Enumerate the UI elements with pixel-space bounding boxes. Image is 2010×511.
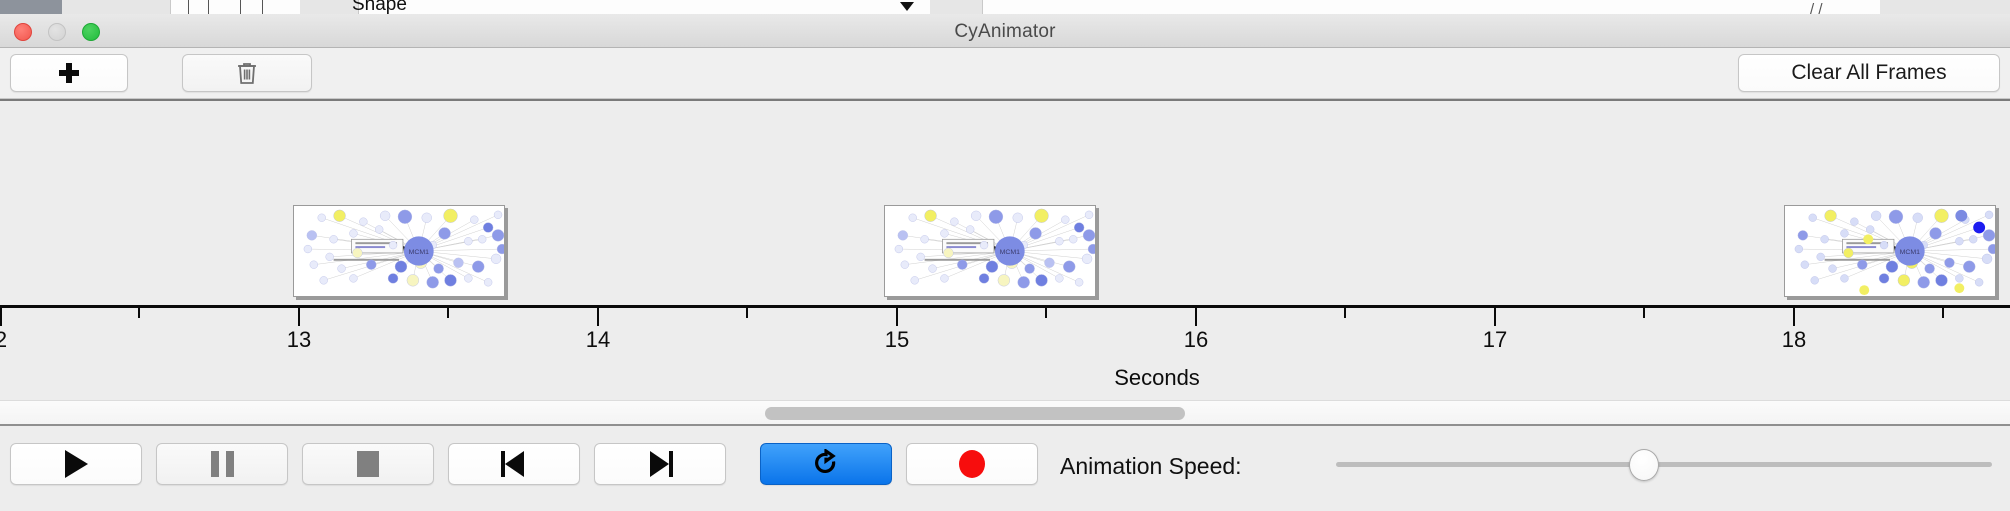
svg-text:MCM1: MCM1 (409, 249, 430, 256)
pause-icon (210, 451, 234, 477)
ruler-tick-label: 2 (0, 327, 7, 353)
bg-window-label: Shape (352, 0, 407, 15)
ruler-tick-label: 13 (286, 327, 312, 352)
ruler-tick-major (597, 308, 599, 326)
scrollbar-thumb[interactable] (765, 407, 1185, 420)
ruler-tick-label: 18 (1781, 327, 1807, 352)
title-bar[interactable]: CyAnimator (0, 14, 2010, 48)
background-window-strip: Shape / / (0, 0, 2010, 15)
first-frame-button[interactable] (448, 443, 580, 485)
stop-button[interactable] (302, 443, 434, 485)
window-title: CyAnimator (954, 21, 1056, 42)
bg-caret-icon (900, 2, 914, 11)
ruler-tick-major (1195, 308, 1197, 326)
svg-text:MCM1: MCM1 (1900, 249, 1921, 256)
svg-text:MCM1: MCM1 (1000, 249, 1021, 256)
stop-icon (357, 451, 379, 477)
ruler-tick-major (896, 308, 898, 326)
bg-tick (262, 0, 263, 14)
ruler-tick-minor (1942, 308, 1944, 318)
ruler-tick-major (0, 308, 2, 326)
ruler-tick-minor (138, 308, 140, 318)
ruler-tick-label: 17 (1482, 327, 1508, 352)
cyanimator-window: CyAnimator Clear All Frames MCM1 MCM1 MCM1… (0, 14, 2010, 511)
animation-speed-slider[interactable] (1336, 443, 1992, 485)
bg-tick (208, 0, 209, 14)
ruler-tick-minor (746, 308, 748, 318)
skip-forward-icon (647, 451, 673, 477)
horizontal-scrollbar[interactable] (0, 400, 2010, 426)
bg-tick (188, 0, 189, 14)
last-frame-button[interactable] (594, 443, 726, 485)
bg-block (0, 0, 62, 14)
ruler-tick-major (1793, 308, 1795, 326)
minimize-button[interactable] (48, 23, 66, 41)
ruler-tick-label: 15 (884, 327, 910, 352)
ruler-tick-minor (1045, 308, 1047, 318)
timeline-frame-thumbnail[interactable]: MCM1 (293, 205, 505, 297)
timeline-frame-thumbnail[interactable]: MCM1 (884, 205, 1096, 297)
ruler-tick-label: 16 (1183, 327, 1209, 352)
clear-all-frames-button[interactable]: Clear All Frames (1738, 54, 2000, 92)
skip-back-icon (501, 451, 527, 477)
bg-panel (1880, 0, 2010, 14)
ruler-tick-minor (1344, 308, 1346, 318)
play-button[interactable] (10, 443, 142, 485)
bg-panel (930, 0, 983, 14)
maximize-button[interactable] (82, 23, 100, 41)
ruler-tick-major (1494, 308, 1496, 326)
record-button[interactable] (906, 443, 1038, 485)
delete-frame-button[interactable] (182, 54, 312, 92)
add-frame-button[interactable] (10, 54, 128, 92)
animation-speed-label: Animation Speed: (1060, 453, 1242, 479)
clear-all-frames-label: Clear All Frames (1791, 61, 1947, 84)
timeline-ruler[interactable]: 2 13 14 15 16 17 18 (0, 305, 2010, 365)
ruler-tick-minor (447, 308, 449, 318)
trash-icon (238, 63, 256, 84)
close-button[interactable] (14, 23, 32, 41)
toolbar: Clear All Frames (0, 48, 2010, 99)
slider-track (1336, 462, 1992, 467)
play-icon (64, 450, 88, 478)
record-icon (959, 450, 985, 478)
slider-thumb[interactable] (1629, 449, 1660, 481)
bg-panel (62, 0, 171, 14)
plus-icon (59, 63, 79, 83)
loop-button[interactable] (760, 443, 892, 485)
ruler-tick-major (298, 308, 300, 326)
timeline-frame-thumbnail[interactable]: MCM1 (1784, 205, 1996, 297)
frames-area[interactable]: MCM1 MCM1 MCM1 (0, 101, 2010, 305)
bg-panel (300, 0, 359, 14)
pause-button[interactable] (156, 443, 288, 485)
ruler-baseline (0, 305, 2010, 308)
timeline-panel[interactable]: MCM1 MCM1 MCM1 2 13 14 15 16 17 18 Seconds (0, 99, 2010, 426)
ruler-tick-minor (1643, 308, 1645, 318)
axis-label: Seconds (1114, 365, 1200, 390)
playback-bar: Animation Speed: (0, 426, 2010, 511)
bg-tick (240, 0, 241, 14)
ruler-tick-label: 14 (585, 327, 611, 352)
loop-icon (815, 449, 836, 474)
